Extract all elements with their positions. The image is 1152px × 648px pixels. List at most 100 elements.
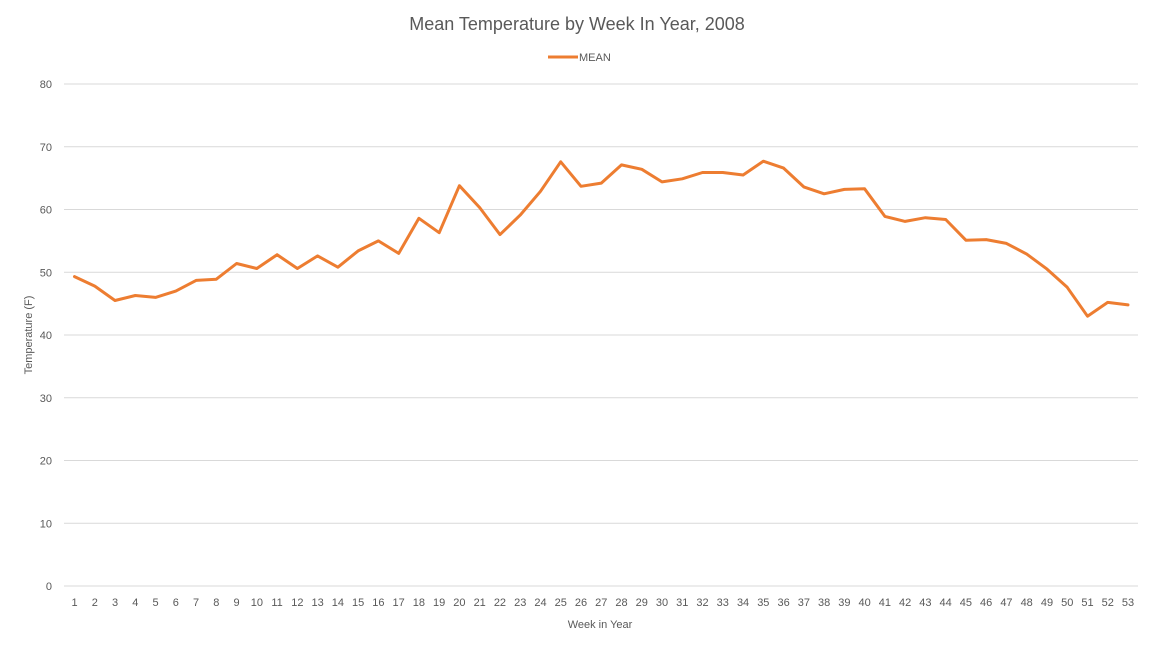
x-tick-label: 44 [940,597,952,609]
data-point [134,294,137,297]
x-tick-label: 37 [798,597,810,609]
x-axis-ticks: 1 2 3 4 5 6 7 8 9 10 11 12 13 14 15 16 17 18 19 20 21 22 23 24 2… [71,597,1134,609]
x-tick-label: 5 [152,597,158,609]
x-tick-label: 24 [534,597,546,609]
series-layer [73,159,1130,318]
data-point [458,184,461,187]
data-point [1005,242,1008,245]
x-tick-label: 14 [332,597,344,609]
x-tick-label: 28 [615,597,627,609]
y-tick-label: 20 [40,456,52,468]
y-tick-label: 10 [40,518,52,530]
x-tick-label: 42 [899,597,911,609]
legend-label-mean: MEAN [579,52,611,64]
y-tick-label: 60 [40,205,52,217]
data-point [762,159,765,163]
data-point [903,220,907,223]
data-point [1086,314,1089,318]
x-tick-label: 16 [372,597,384,609]
x-tick-label: 35 [757,597,769,609]
x-tick-label: 8 [213,597,219,609]
data-point [681,177,684,180]
x-tick-label: 13 [311,597,323,609]
data-point [336,266,340,269]
x-tick-label: 18 [413,597,425,609]
data-point [316,254,319,258]
data-point [478,206,481,209]
x-tick-label: 7 [193,597,199,609]
data-point [539,190,542,193]
x-tick-label: 9 [234,597,240,609]
x-tick-label: 32 [696,597,708,609]
x-axis-label: Week in Year [568,619,633,631]
data-point [600,181,603,185]
data-point [640,168,643,171]
data-point [559,160,562,164]
data-point [701,171,704,174]
data-point [984,238,988,241]
y-tick-label: 40 [40,330,52,342]
data-point [1126,303,1130,307]
data-point [579,185,583,188]
x-tick-label: 2 [92,597,98,609]
x-tick-label: 10 [251,597,263,609]
x-tick-label: 51 [1081,597,1093,609]
data-point [113,299,117,302]
x-tick-label: 53 [1122,597,1134,609]
y-axis-label: Temperature (F) [23,296,35,375]
data-point [73,275,76,278]
x-tick-label: 25 [555,597,567,609]
data-point [417,217,421,220]
data-point [356,249,360,253]
data-point [194,279,198,282]
data-point [944,218,947,221]
data-point [519,213,522,217]
data-point [215,277,218,281]
x-tick-label: 22 [494,597,506,609]
data-point [437,231,441,234]
x-tick-label: 34 [737,597,749,609]
legend: MEAN [548,52,611,64]
x-tick-label: 3 [112,597,118,609]
data-point [863,187,866,190]
x-tick-label: 15 [352,597,364,609]
data-point [883,215,887,218]
data-point [1106,301,1109,304]
x-tick-label: 45 [960,597,972,609]
data-point [397,252,400,255]
y-tick-label: 70 [40,142,52,154]
data-point [1066,286,1069,289]
data-point [93,284,96,288]
data-point [924,216,927,219]
x-tick-label: 21 [474,597,486,609]
gridlines [64,83,1138,587]
data-point [498,233,502,236]
data-point [843,188,846,191]
data-point [822,192,826,196]
x-tick-label: 4 [132,597,138,609]
x-tick-label: 6 [173,597,179,609]
x-tick-label: 20 [453,597,465,609]
x-tick-label: 19 [433,597,445,609]
x-tick-label: 23 [514,597,526,609]
x-tick-label: 50 [1061,597,1073,609]
data-point [721,171,725,174]
data-point [235,262,238,265]
x-tick-label: 46 [980,597,992,609]
y-tick-label: 50 [40,267,52,279]
data-point [1025,252,1028,256]
chart-title: Mean Temperature by Week In Year, 2008 [409,14,745,34]
x-tick-label: 11 [271,597,282,609]
data-point [741,173,745,177]
y-tick-label: 30 [40,393,52,405]
x-tick-label: 17 [393,597,405,609]
x-tick-label: 30 [656,597,668,609]
data-point [275,253,279,256]
x-tick-label: 48 [1021,597,1033,609]
data-point [782,166,785,170]
data-point [620,163,623,167]
x-tick-label: 33 [717,597,729,609]
